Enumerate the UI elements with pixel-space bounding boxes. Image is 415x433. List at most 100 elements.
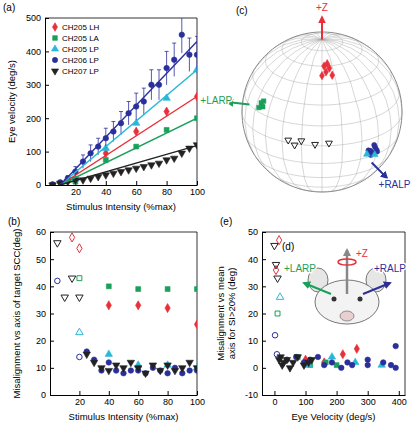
y-tick: 60	[36, 227, 54, 237]
x-tick: 200	[330, 391, 345, 407]
x-tick: 60	[132, 181, 142, 197]
panel-label: (d)	[282, 241, 294, 252]
data-point	[90, 360, 97, 366]
x-tick: 100	[190, 391, 205, 407]
data-point	[171, 368, 178, 374]
data-point	[127, 360, 134, 366]
data-point	[132, 166, 139, 172]
data-point	[83, 352, 90, 358]
data-point	[365, 362, 371, 368]
panel: 204060801000102030405060Stimulus Intensi…	[8, 216, 205, 422]
y-tick-mark	[262, 286, 266, 287]
y-tick: 0	[253, 363, 266, 373]
y-axis-title: Misalignment vs axis of target SCC(deg)	[11, 228, 22, 398]
y-tick-mark	[50, 368, 54, 369]
axis-point	[312, 142, 319, 148]
y-tick-label: 50	[36, 255, 46, 265]
plot-area	[271, 236, 399, 373]
y-tick-label: 500	[26, 13, 41, 23]
x-axis: 0100200300400	[263, 391, 407, 407]
y-tick-mark	[50, 259, 54, 260]
plot-area	[54, 233, 197, 378]
axis-arrow	[304, 283, 331, 294]
y-tick-mark	[45, 152, 49, 153]
x-tick-label: 20	[71, 187, 81, 197]
data-point	[365, 357, 371, 363]
data-point	[294, 355, 301, 361]
data-point	[105, 368, 112, 374]
data-point	[308, 358, 315, 364]
axis-arrow	[321, 17, 323, 39]
data-point	[300, 363, 307, 369]
data-point	[194, 52, 197, 58]
panel-label: (e)	[220, 216, 232, 227]
data-point	[55, 278, 61, 284]
data-point	[134, 366, 141, 372]
data-point	[140, 164, 147, 170]
axis-label: +LARP	[200, 95, 232, 106]
x-axis-line	[46, 185, 198, 186]
y-tick-mark	[262, 341, 266, 342]
y-tick-label: 60	[36, 227, 46, 237]
axis-point	[371, 151, 378, 157]
x-tick-label: 60	[132, 187, 142, 197]
y-tick-label: 300	[26, 80, 41, 90]
data-point	[132, 119, 139, 125]
data-point	[274, 276, 281, 282]
data-point	[76, 328, 83, 334]
x-axis-line	[263, 395, 406, 396]
panel-label: (c)	[236, 5, 248, 16]
panel-d: +Z+LARP+RALP(d)	[282, 241, 406, 324]
data-point	[117, 169, 124, 175]
axis-point	[322, 62, 327, 70]
data-point	[54, 241, 61, 247]
graticule	[242, 32, 402, 192]
x-tick-mark	[368, 391, 369, 395]
data-point	[110, 171, 117, 177]
data-point	[289, 360, 296, 366]
data-point	[106, 284, 111, 289]
axis-arrow	[346, 250, 349, 294]
data-point	[106, 360, 112, 366]
data-point	[272, 332, 278, 338]
x-axis-title: Stimulus Intensity (%max)	[69, 411, 179, 422]
legend-marker	[52, 57, 57, 62]
x-tick-label: 40	[101, 187, 111, 197]
error-bar	[149, 70, 153, 100]
data-point	[106, 301, 111, 310]
y-tick-label: 30	[36, 309, 46, 319]
x-tick-mark	[197, 391, 198, 395]
legend-label: CH207 LP	[62, 67, 99, 76]
data-point	[170, 156, 177, 162]
data-point	[149, 363, 156, 369]
x-tick: 300	[361, 391, 376, 407]
y-tick-label: -10	[245, 390, 258, 400]
x-tick-label: 0	[272, 397, 277, 407]
y-tick-mark	[50, 341, 54, 342]
axis-arrow	[363, 283, 390, 294]
data-point	[271, 243, 278, 249]
axis-point	[298, 139, 305, 145]
x-tick-mark	[274, 391, 275, 395]
y-tick: 0	[36, 180, 49, 190]
y-tick-mark	[45, 18, 49, 19]
y-tick: 50	[248, 227, 266, 237]
x-axis-title: Eye Velocity (deg/s)	[292, 411, 376, 422]
x-tick-label: 80	[163, 397, 173, 407]
panel: 0100200300400-1001020304050Eye Velocity …	[215, 216, 407, 422]
y-tick: 400	[26, 47, 49, 57]
legend-label: CH206 LP	[62, 56, 99, 65]
data-point	[77, 354, 83, 360]
data-point	[171, 57, 177, 63]
axis-point	[363, 150, 370, 156]
y-tick: 40	[36, 282, 54, 292]
axis-label: +Z	[316, 2, 328, 13]
y-tick-mark	[50, 314, 54, 315]
sphere	[242, 32, 402, 192]
x-tick-label: 60	[134, 397, 144, 407]
y-axis-title: Misalignment vs meanaxis for SI>20% (deg…	[215, 266, 237, 361]
data-point	[187, 52, 193, 58]
y-tick: 0	[41, 390, 54, 400]
figure: 204060801000100200300400500Stimulus Inte…	[0, 0, 415, 433]
y-axis: -1001020304050	[245, 227, 266, 400]
